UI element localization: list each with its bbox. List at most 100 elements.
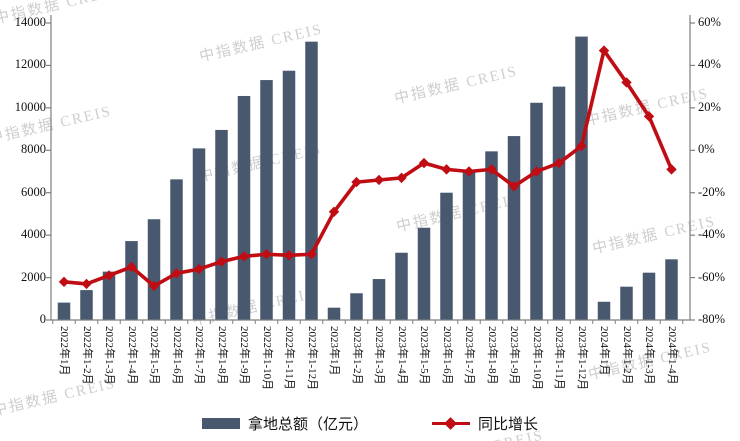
x-axis-tick-label: 2023年1-10月	[530, 326, 543, 391]
right-axis-tick-label: 20%	[698, 99, 721, 114]
bar	[305, 41, 318, 320]
diamond-marker-icon	[418, 157, 430, 169]
x-axis-tick-label: 2022年1-10月	[260, 326, 273, 391]
line-series-swatch	[432, 416, 470, 430]
legend-bars-label: 拿地总额（亿元）	[247, 416, 368, 433]
x-axis-tick-label: 2024年1-2月	[620, 326, 633, 385]
bar	[237, 95, 251, 320]
x-axis-tick-label: 2024年1月	[598, 326, 610, 376]
diamond-marker-icon	[103, 270, 115, 281]
diamond-marker-icon	[238, 251, 250, 262]
diamond-marker-icon	[643, 111, 655, 122]
diamond-marker-icon	[444, 416, 457, 430]
legend: 拿地总额（亿元） 同比增长	[0, 411, 740, 435]
diamond-marker-icon	[171, 268, 182, 279]
x-axis-tick-label: 2023年1-9月	[508, 326, 520, 385]
x-axis-tick-label: 2023年1-6月	[440, 326, 453, 385]
diamond-marker-icon	[486, 164, 497, 175]
bar	[417, 227, 431, 320]
diamond-marker-icon	[306, 249, 317, 260]
x-axis-tick-label: 2022年1-7月	[193, 326, 205, 385]
right-axis-tick-label: 40%	[698, 57, 721, 72]
growth-line	[62, 48, 674, 288]
diamond-marker-icon	[351, 176, 362, 188]
x-axis-tick-label: 2022年1-8月	[215, 326, 228, 385]
x-axis-tick-label: 2023年1-5月	[418, 326, 430, 385]
x-axis-tick-label: 2023年1-11月	[553, 326, 565, 390]
bar	[575, 36, 588, 320]
diamond-marker-icon	[216, 256, 227, 267]
right-axis-tick-label: -20%	[698, 184, 726, 199]
bar	[507, 136, 521, 320]
left-axis-tick-label: 8000	[21, 142, 46, 157]
bar	[620, 286, 633, 320]
bar	[102, 271, 116, 320]
diamond-marker-icon	[531, 166, 542, 177]
diamond-marker-icon	[58, 276, 70, 288]
left-axis-tick-label: 4000	[21, 227, 46, 242]
bar	[327, 307, 341, 320]
diamond-marker-icon	[373, 174, 385, 186]
bar	[530, 102, 543, 320]
legend-item-line: 同比增长	[432, 413, 538, 434]
x-axis-tick-label: 2022年1-6月	[170, 326, 183, 385]
diamond-marker-icon	[508, 181, 520, 192]
diamond-marker-icon	[148, 280, 160, 292]
diamond-marker-icon	[396, 172, 407, 184]
bar	[642, 272, 656, 320]
x-axis-tick-label: 2023年1-7月	[463, 326, 475, 385]
diamond-marker-icon	[621, 77, 632, 88]
x-axis-tick-label: 2022年1-5月	[148, 326, 160, 385]
x-axis-tick-label: 2022年1-4月	[125, 326, 138, 385]
x-axis-tick-label: 2023年1-3月	[373, 326, 385, 385]
right-axis-tick-label: -80%	[698, 312, 726, 326]
diamond-marker-icon	[576, 140, 587, 152]
diamond-marker-icon	[193, 263, 205, 275]
bar	[462, 170, 476, 320]
x-axis-tick-label: 2024年1-3月	[643, 326, 655, 385]
left-axis-tick-label: 2000	[21, 269, 46, 284]
left-axis-tick-label: 12000	[14, 57, 46, 72]
x-axis-tick-label: 2022年1-2月	[80, 326, 93, 385]
bar	[80, 290, 93, 320]
diamond-marker-icon	[553, 157, 565, 169]
bar	[372, 279, 386, 320]
x-axis-tick-label: 2022年1-3月	[103, 326, 115, 385]
bar	[215, 129, 228, 320]
diamond-marker-icon	[261, 249, 272, 260]
diamond-marker-icon	[441, 164, 452, 175]
diamond-marker-icon	[328, 206, 340, 218]
diamond-marker-icon	[598, 45, 610, 56]
bar	[597, 301, 611, 320]
left-axis-tick-label: 10000	[14, 99, 46, 114]
bar	[552, 86, 566, 321]
x-axis-tick-label: 2022年1-11月	[283, 326, 295, 390]
bar	[57, 302, 71, 320]
bar	[282, 70, 296, 320]
x-axis-tick-label: 2023年1-2月	[350, 326, 363, 385]
left-axis-tick-label: 6000	[21, 184, 46, 199]
x-axis-tick-label: 2023年1-12月	[575, 326, 588, 391]
bar	[395, 252, 408, 320]
right-axis-tick-label: 0%	[698, 142, 715, 157]
bar	[665, 259, 678, 320]
x-axis-tick-label: 2024年1-4月	[665, 326, 678, 385]
x-axis-tick-label: 2022年1月	[58, 326, 70, 376]
left-axis-tick-label: 14000	[14, 15, 46, 29]
x-axis-tick-label: 2022年1-9月	[238, 326, 250, 385]
bar	[350, 293, 363, 320]
right-axis-tick-label: 60%	[698, 15, 721, 29]
diamond-marker-icon	[126, 261, 137, 273]
diamond-marker-icon	[666, 164, 677, 175]
diamond-marker-icon	[463, 166, 475, 177]
bar	[260, 80, 273, 320]
bar-series-swatch	[201, 417, 240, 429]
x-axis-tick-label: 2022年1-12月	[305, 326, 318, 391]
x-axis-tick-label: 2023年1月	[328, 326, 340, 376]
bar	[170, 179, 183, 320]
x-axis-tick-label: 2023年1-8月	[485, 326, 498, 385]
bar	[125, 241, 138, 320]
legend-line-label: 同比增长	[478, 416, 539, 433]
